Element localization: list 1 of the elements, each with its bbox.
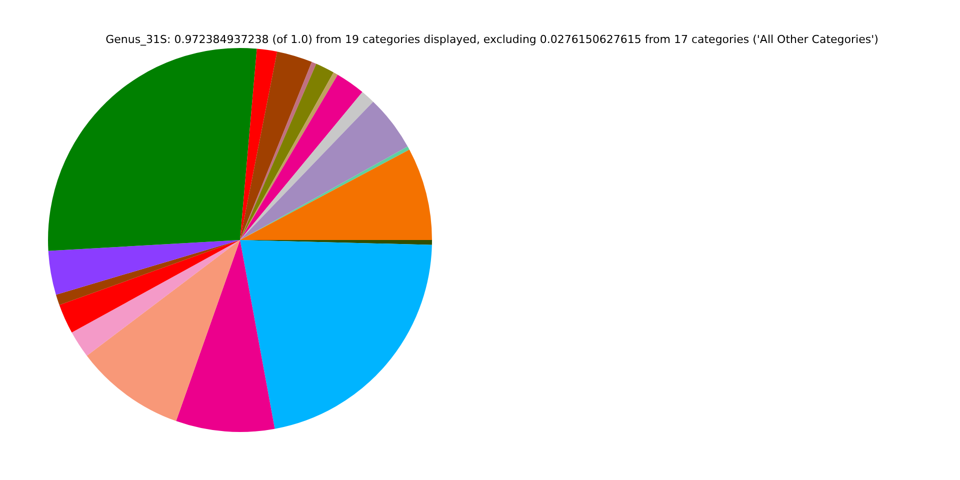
text: Genus_31S: 0.972384937238 (of 1.0) from 19 categories displayed, excluding 0.0276150627615 from 17 categories ('All Other Categories') (104, 33, 880, 46)
